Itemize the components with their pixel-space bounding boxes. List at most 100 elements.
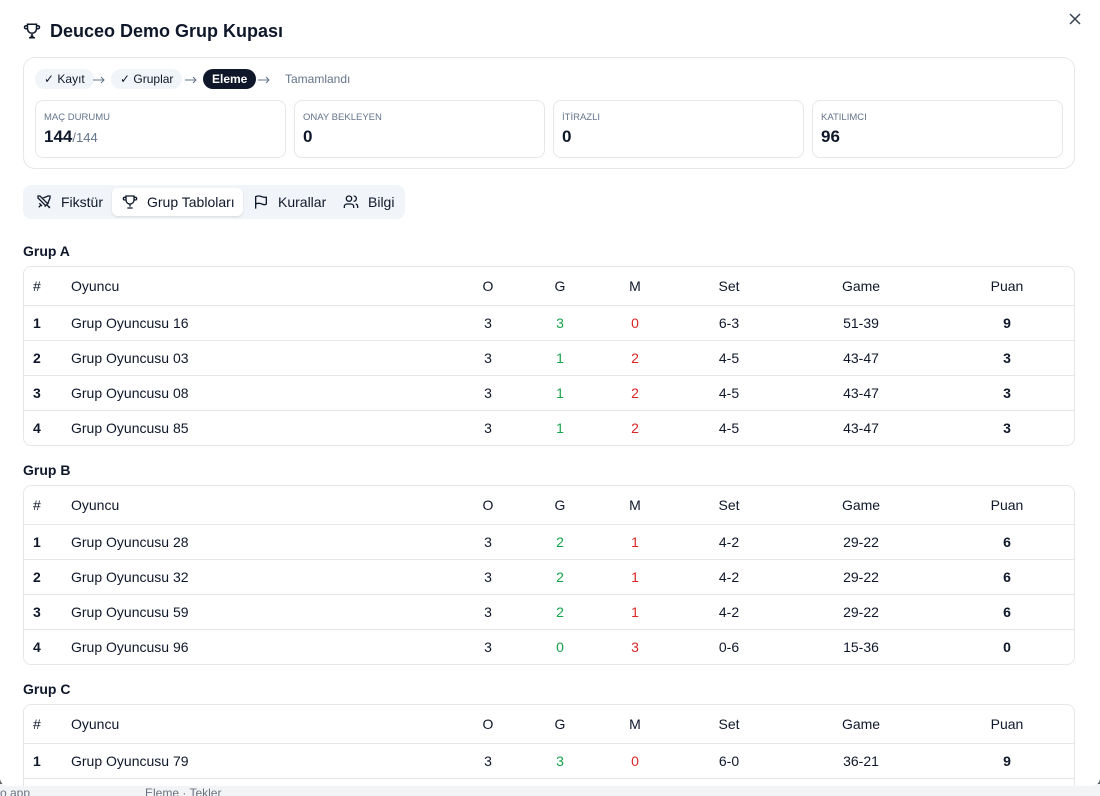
column-header: Game <box>841 278 881 294</box>
tab[interactable]: Kurallar <box>243 188 333 216</box>
table-cell: 3 <box>556 315 564 331</box>
column-header: Oyuncu <box>71 278 120 294</box>
table-cell: 1 <box>631 534 639 550</box>
column-header: Set <box>718 278 740 294</box>
table-header: # Oyuncu O G M Set Game Puan <box>24 267 1074 305</box>
table-cell: 4 <box>33 639 41 655</box>
table-cell: 3 <box>1003 350 1011 366</box>
stat-card: İTİRAZLI 0 <box>553 100 804 158</box>
tab-label: Kurallar <box>278 194 327 210</box>
table-cell: 43-47 <box>843 420 879 436</box>
column-header: # <box>33 716 41 732</box>
table-cell: 2 <box>33 569 41 585</box>
table-cell: 29-22 <box>843 604 879 620</box>
stat-label: İTİRAZLI <box>562 112 601 123</box>
step-arrow <box>258 76 270 84</box>
stat-label: KATILIMCI <box>821 112 867 123</box>
table-row: 3 Grup Oyuncusu 08 3 1 2 4-5 43-47 3 <box>24 375 1074 410</box>
column-header: Set <box>718 716 740 732</box>
status-panel: ✓ Kayıt ✓ Gruplar Eleme Tamamlandı MAÇ DURUM… <box>23 57 1075 169</box>
table-cell: 1 <box>33 753 41 769</box>
table-cell: 3 <box>33 385 41 401</box>
table-cell: 1 <box>556 350 564 366</box>
table-row: 1 Grup Oyuncusu 79 3 3 0 6-0 36-21 9 <box>24 743 1074 778</box>
tab[interactable]: Fikstür <box>26 188 112 216</box>
column-header: M <box>629 278 641 294</box>
column-header: M <box>629 497 641 513</box>
table-cell: 2 <box>33 350 41 366</box>
table-header: # Oyuncu O G M Set Game Puan <box>24 486 1074 524</box>
table-row: 3 Grup Oyuncusu 59 3 2 1 4-2 29-22 6 <box>24 594 1074 629</box>
column-header: Game <box>841 497 881 513</box>
column-header: G <box>554 278 566 294</box>
column-header: O <box>482 497 494 513</box>
table-cell: 51-39 <box>843 315 879 331</box>
tab-label: Grup Tabloları <box>147 194 235 210</box>
table-cell: 2 <box>631 420 639 436</box>
column-header: Puan <box>990 497 1024 513</box>
stat-value: 96 <box>821 127 840 147</box>
table-cell: 4-5 <box>718 350 740 366</box>
table-cell: 3 <box>484 315 492 331</box>
table-cell: 3 <box>484 639 492 655</box>
group-title: Grup A <box>23 243 70 259</box>
close-button[interactable] <box>1068 12 1082 26</box>
group-table: # Oyuncu O G M Set Game Puan 1 Grup Oyuncusu 79 3 3… <box>23 704 1075 786</box>
stat-value: 144/144 <box>44 127 98 147</box>
column-header: Puan <box>990 278 1024 294</box>
table-cell: 36-21 <box>843 753 879 769</box>
table-cell: Grup Oyuncusu 85 <box>71 420 189 436</box>
table-row: 2 Grup Oyuncusu 03 3 1 2 4-5 43-47 3 <box>24 340 1074 375</box>
table-cell: 1 <box>631 604 639 620</box>
table-cell: 3 <box>484 350 492 366</box>
table-cell: 6-3 <box>718 315 740 331</box>
table-cell: 3 <box>484 753 492 769</box>
table-cell: 29-22 <box>843 569 879 585</box>
table-cell: 1 <box>33 534 41 550</box>
table-cell: 3 <box>484 385 492 401</box>
table-cell: 0 <box>631 753 639 769</box>
table-cell: 29-22 <box>843 534 879 550</box>
table-cell: 3 <box>484 534 492 550</box>
table-row: 1 Grup Oyuncusu 16 3 3 0 6-3 51-39 9 <box>24 305 1074 340</box>
tab[interactable]: Bilgi <box>333 188 403 216</box>
step-arrow <box>93 76 105 84</box>
stat-card: MAÇ DURUMU 144/144 <box>35 100 286 158</box>
table-cell: Grup Oyuncusu 32 <box>71 569 189 585</box>
table-cell: 0 <box>631 315 639 331</box>
stat-number: 0 <box>303 127 313 146</box>
step-arrow <box>185 76 197 84</box>
column-header: O <box>482 278 494 294</box>
table-cell: 0 <box>1003 639 1011 655</box>
table-cell: 2 <box>556 569 564 585</box>
step: ✓ Kayıt <box>35 69 94 89</box>
column-header: Oyuncu <box>71 497 120 513</box>
modal-title: Deuceo Demo Grup Kupası <box>50 21 284 41</box>
table-cell: 2 <box>556 604 564 620</box>
table-cell: Grup Oyuncusu 59 <box>71 604 189 620</box>
column-header: Set <box>718 497 740 513</box>
table-cell: 4-5 <box>718 385 740 401</box>
column-header: G <box>554 716 566 732</box>
tab-bar: Fikstür Grup Tabloları Kurallar Bilgi <box>23 185 405 219</box>
tab-label: Bilgi <box>368 194 395 210</box>
table-cell: 3 <box>631 639 639 655</box>
table-cell: Grup Oyuncusu 16 <box>71 315 189 331</box>
table-cell: Grup Oyuncusu 03 <box>71 350 189 366</box>
table-cell: 4 <box>33 420 41 436</box>
table-row: 4 Grup Oyuncusu 85 3 1 2 4-5 43-47 3 <box>24 410 1074 445</box>
group-table: # Oyuncu O G M Set Game Puan 1 Grup Oyuncusu 28 3 2… <box>23 485 1075 665</box>
table-cell: 2 <box>631 350 639 366</box>
stat-label: ONAY BEKLEYEN <box>303 112 382 123</box>
tab[interactable]: Grup Tabloları <box>112 188 243 216</box>
table-cell: 3 <box>556 753 564 769</box>
table-cell: Grup Oyuncusu 79 <box>71 753 189 769</box>
column-header: # <box>33 278 41 294</box>
stat-number: 96 <box>821 127 840 146</box>
background-app: o app Eleme · Tekler <box>0 784 1100 796</box>
stat-number: 0 <box>562 127 572 146</box>
table-cell: 6 <box>1003 569 1011 585</box>
table-cell: 4-2 <box>718 569 740 585</box>
